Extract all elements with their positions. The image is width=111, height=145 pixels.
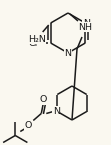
Text: O: O [25, 121, 32, 130]
Text: O: O [40, 95, 47, 104]
Text: Cl: Cl [28, 39, 37, 48]
Text: N: N [83, 19, 90, 28]
Text: N: N [64, 48, 71, 58]
Text: NH: NH [78, 22, 92, 31]
Text: N: N [53, 107, 60, 116]
Text: H₂N: H₂N [28, 35, 46, 44]
